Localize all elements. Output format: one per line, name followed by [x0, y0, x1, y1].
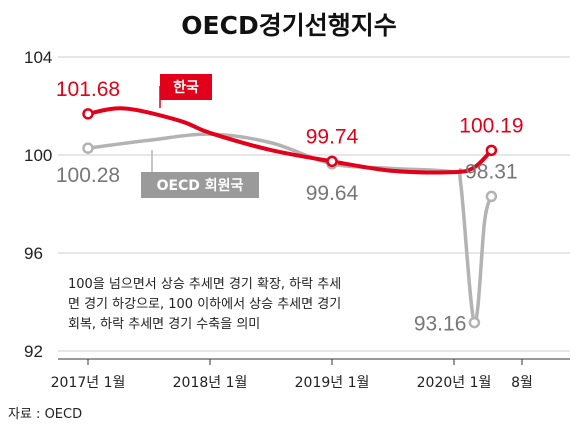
data-label-korea: 99.74: [306, 125, 359, 148]
data-label-oecd: 98.31: [465, 160, 518, 183]
series-line-korea: [86, 106, 494, 175]
y-tick-label: 100: [24, 146, 52, 165]
legend-oecd-box: [141, 172, 259, 198]
data-point-oecd: [485, 190, 498, 203]
data-label-korea: 101.68: [56, 78, 120, 101]
x-axis: 2017년 1월 2018년 1월 2019년 1월 2020년 1월 8월: [51, 358, 570, 391]
data-point-korea: [82, 108, 94, 120]
series-line-oecd: [86, 132, 494, 325]
source-note: 자료 : OECD: [8, 407, 82, 422]
legend-korea-label: 한국: [173, 80, 199, 96]
data-point-korea: [485, 144, 498, 157]
data-point-oecd: [82, 142, 94, 154]
annotation-line-1: 100을 넘으면서 상승 추세면 경기 확장, 하락 추세: [68, 277, 341, 292]
data-label-oecd: 100.28: [56, 164, 120, 187]
data-point-oecd: [468, 316, 481, 329]
data-point-korea: [326, 155, 338, 168]
legend-oecd: OECD 회원국: [141, 150, 259, 198]
chart-title: OECD경기선행지수: [181, 11, 396, 40]
legend-oecd-label: OECD 회원국: [157, 178, 244, 194]
y-axis-ticks: 104 100 96 92: [24, 48, 52, 361]
x-tick-label: 2018년 1월: [173, 375, 248, 391]
annotation-line-2: 면 경기 하강으로, 100 이하에서 상승 추세면 경기: [68, 297, 341, 312]
y-tick-label: 96: [24, 244, 43, 263]
legend-korea: 한국: [159, 74, 212, 108]
x-tick-label: 8월: [511, 375, 533, 391]
annotation-line-3: 회복, 하락 추세면 경기 수축을 의미: [68, 317, 260, 332]
series-lines: [82, 106, 498, 329]
x-tick-label: 2019년 1월: [295, 375, 370, 391]
legend-korea-box: [160, 74, 212, 100]
x-tick-label: 2017년 1월: [51, 375, 126, 391]
data-label-oecd: 99.64: [306, 182, 359, 205]
data-label-korea: 100.19: [459, 114, 523, 137]
y-tick-label: 92: [24, 342, 43, 361]
y-tick-label: 104: [24, 48, 52, 67]
data-label-oecd: 93.16: [414, 313, 467, 336]
x-tick-label: 2020년 1월: [417, 375, 492, 391]
data-labels: 100.28 99.64 93.16 98.31 101.68 99.74 100.19: [56, 78, 524, 336]
annotation-note: 100을 넘으면서 상승 추세면 경기 확장, 하락 추세 면 경기 하강으로,…: [68, 277, 341, 332]
